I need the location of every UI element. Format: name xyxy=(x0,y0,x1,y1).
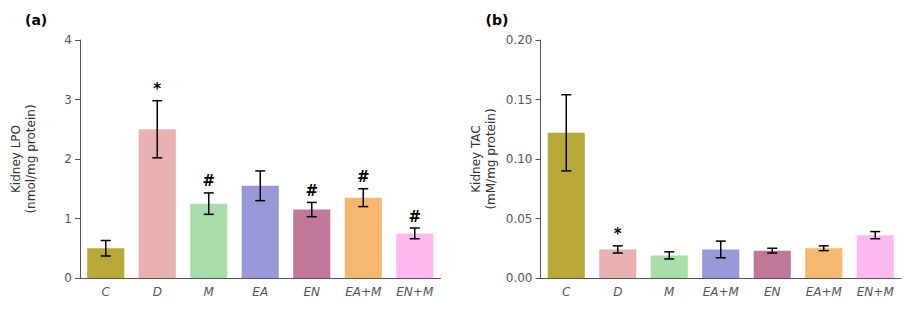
svg-text:EN: EN xyxy=(303,285,320,299)
svg-text:M: M xyxy=(664,285,675,299)
svg-text:2: 2 xyxy=(64,152,72,166)
svg-text:#: # xyxy=(357,168,370,186)
svg-text:D: D xyxy=(153,285,162,299)
svg-text:EA: EA xyxy=(252,285,268,299)
svg-text:M: M xyxy=(204,285,215,299)
svg-text:0: 0 xyxy=(64,271,72,285)
svg-text:C: C xyxy=(102,285,111,299)
svg-text:C: C xyxy=(562,285,571,299)
svg-text:EN+M: EN+M xyxy=(857,285,895,299)
svg-text:0.10: 0.10 xyxy=(506,152,533,166)
svg-text:EA+M: EA+M xyxy=(345,285,382,299)
svg-text:(nmol/mg protein): (nmol/mg protein) xyxy=(24,104,38,213)
svg-text:0.15: 0.15 xyxy=(506,93,533,107)
svg-text:(a): (a) xyxy=(25,12,47,28)
svg-text:#: # xyxy=(305,182,318,200)
svg-text:3: 3 xyxy=(64,93,72,107)
svg-text:0.20: 0.20 xyxy=(506,33,533,47)
svg-text:EN: EN xyxy=(764,285,781,299)
svg-text:*: * xyxy=(614,225,622,243)
svg-text:0.05: 0.05 xyxy=(506,212,533,226)
svg-text:#: # xyxy=(408,208,421,226)
svg-text:0.00: 0.00 xyxy=(506,271,533,285)
svg-text:EN+M: EN+M xyxy=(396,285,434,299)
svg-text:(b): (b) xyxy=(486,12,509,28)
svg-text:EA+M: EA+M xyxy=(806,285,843,299)
svg-text:EA+M: EA+M xyxy=(703,285,740,299)
svg-text:D: D xyxy=(613,285,622,299)
svg-text:Kidney TAC: Kidney TAC xyxy=(469,125,483,193)
svg-text:Kidney LPO: Kidney LPO xyxy=(9,125,23,193)
svg-text:(mM/mg protein): (mM/mg protein) xyxy=(484,108,498,209)
svg-text:1: 1 xyxy=(64,212,72,226)
svg-text:4: 4 xyxy=(64,33,72,47)
svg-text:*: * xyxy=(153,80,161,98)
svg-text:#: # xyxy=(202,172,215,190)
